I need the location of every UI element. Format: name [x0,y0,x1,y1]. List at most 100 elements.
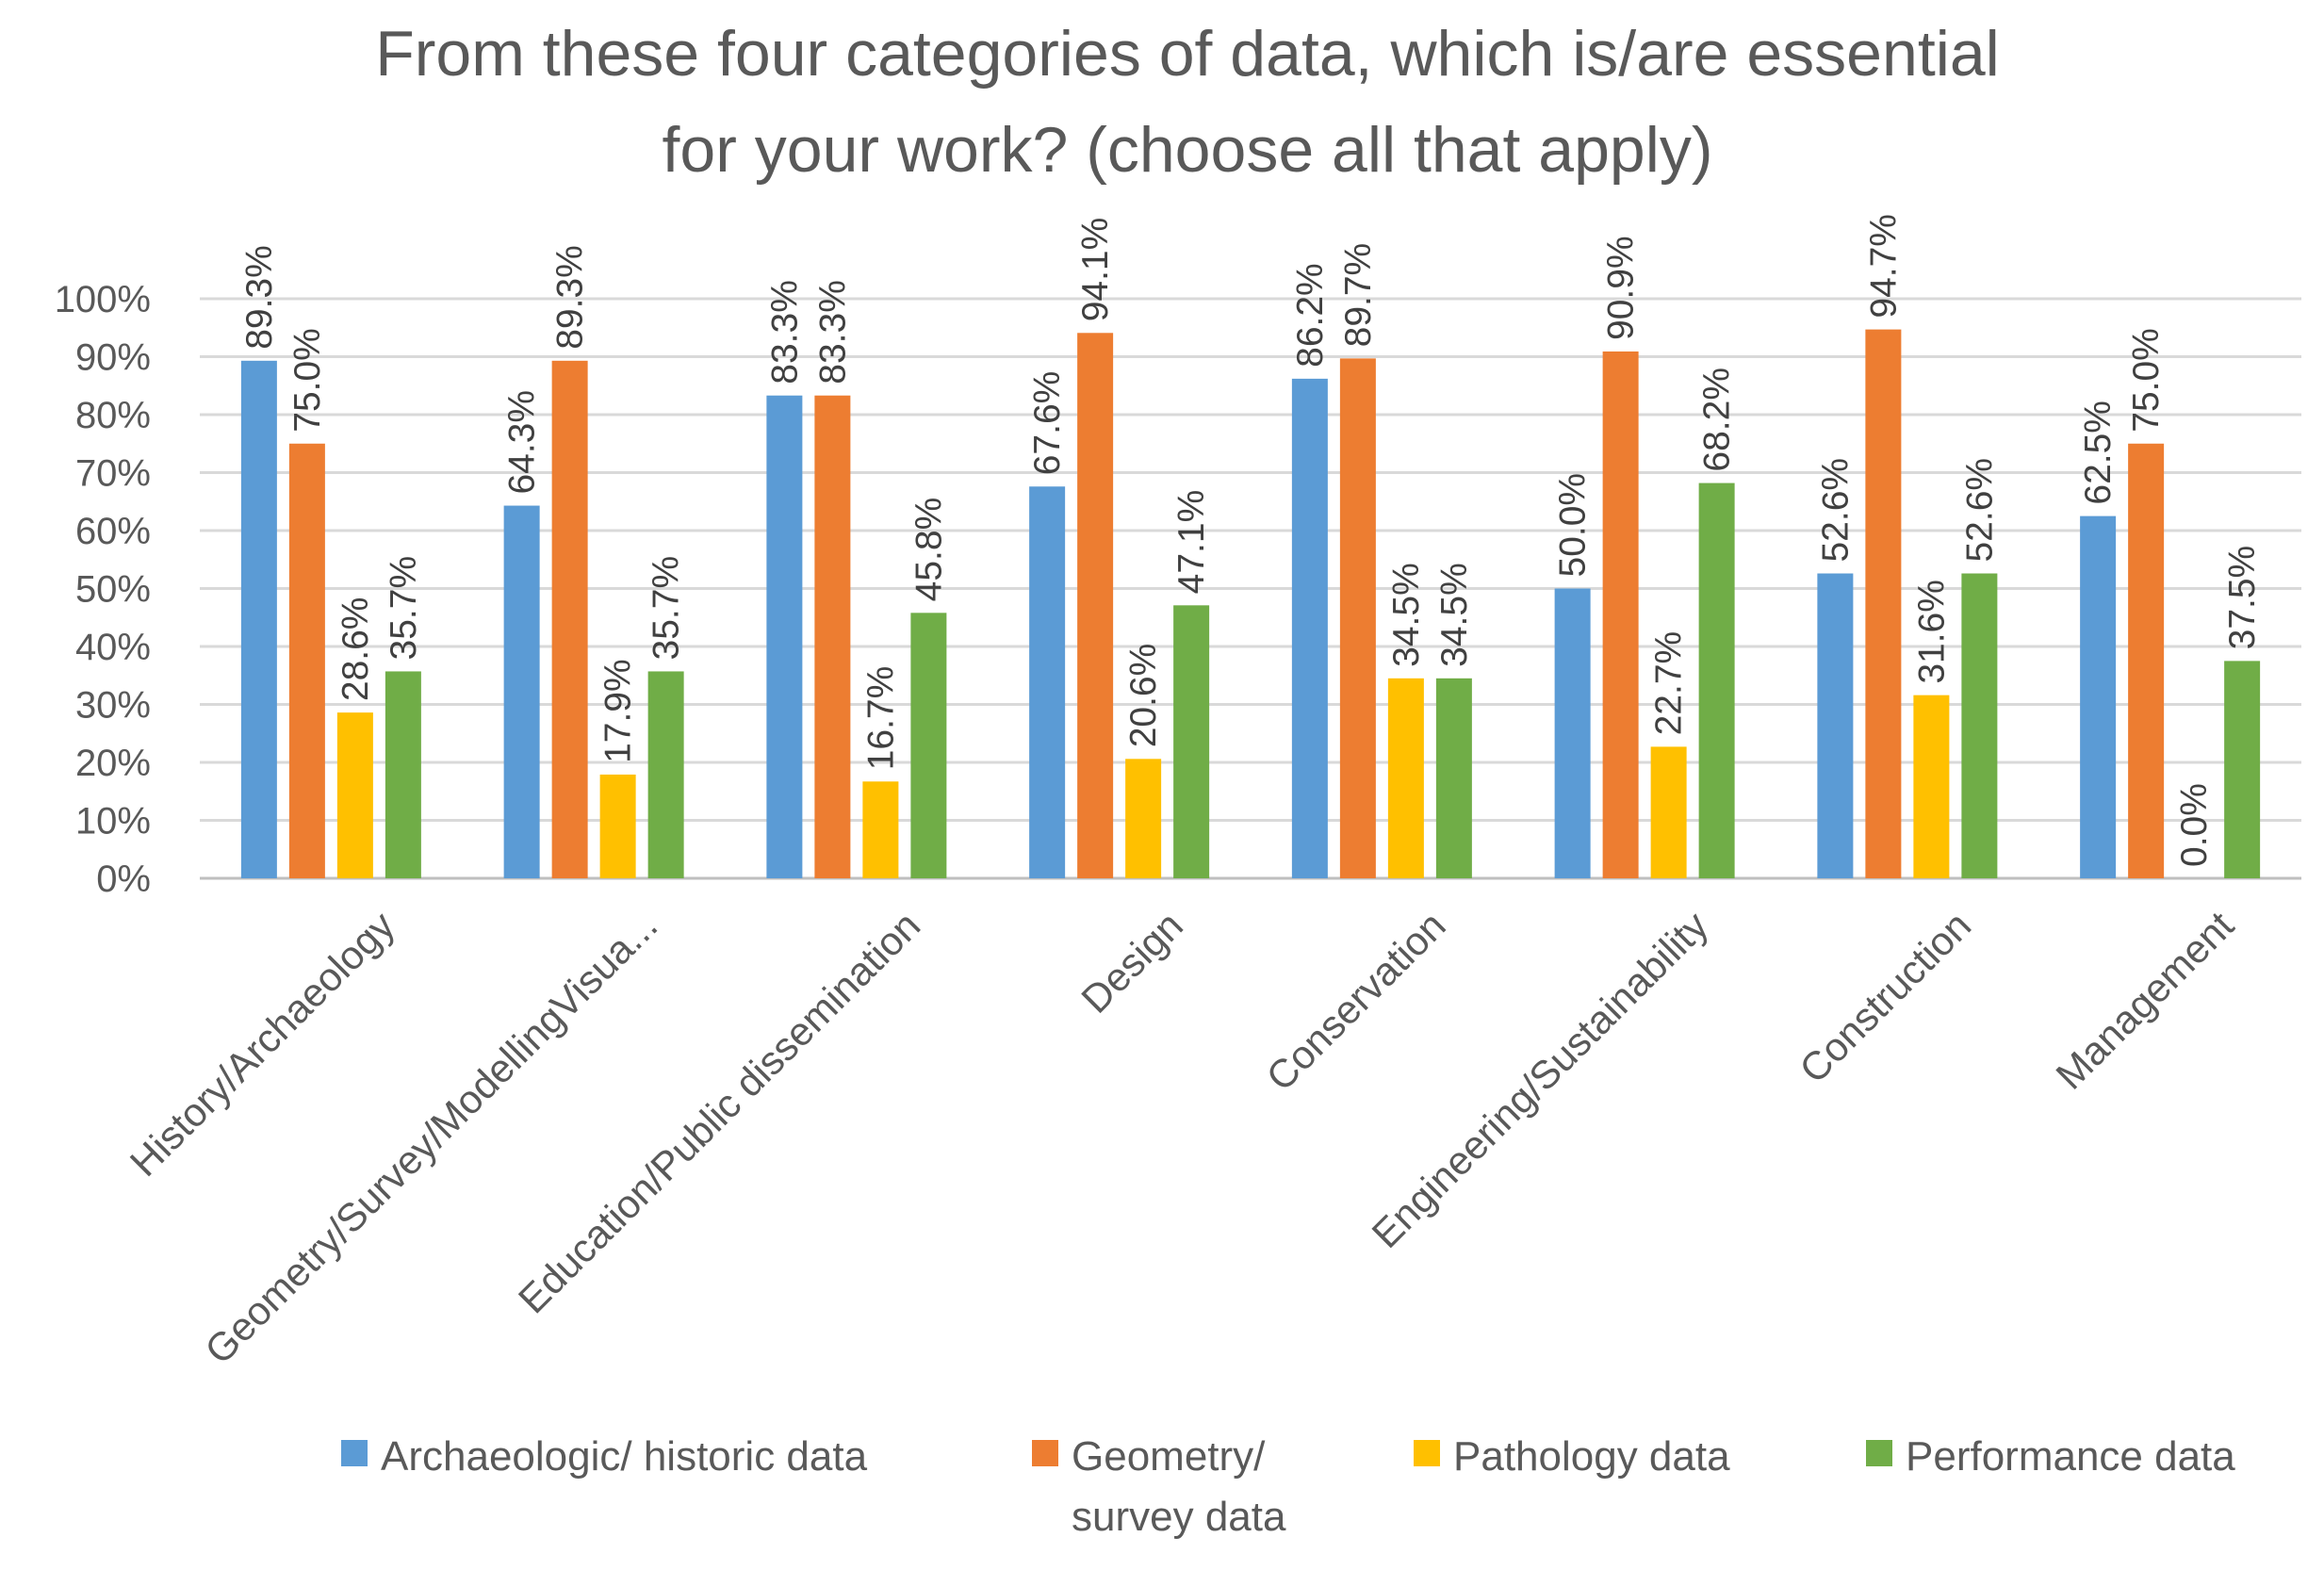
data-label: 94.7% [1863,214,1904,319]
data-label: 35.7% [384,556,424,661]
data-label: 52.6% [1959,458,2000,563]
data-label: 90.9% [1601,236,1642,340]
y-tick-label: 80% [75,395,151,436]
y-tick-label: 0% [96,859,151,900]
bar-geometry-survey-data-construction [1865,329,1902,879]
data-label: 22.7% [1649,631,1690,736]
chart-title-line-2: for your work? (choose all that apply) [663,114,1713,186]
data-label: 68.2% [1697,368,1738,472]
data-labels: 89.3%75.0%28.6% 35.7%64.3%89.3%17.9%35.7%… [239,214,2263,867]
data-label: 0.0% [2174,783,2215,867]
bar-performance-data-education-public-dissemination [910,613,947,878]
bar-archaeologic-historic-data-conservation [1291,378,1328,878]
chart-title: From these four categories of data, whic… [375,18,2000,186]
data-label: 31.6% [1911,580,1952,684]
data-label: 28.6% [336,597,376,702]
data-label: 45.8% [908,498,949,602]
y-tick-label: 60% [75,511,151,552]
bar-archaeologic-historic-data-engineering-sustainability [1554,588,1591,878]
bar-archaeologic-historic-data-construction [1817,573,1854,878]
bar-geometry-survey-data-history-archaeology [288,443,325,878]
x-axis-categories: History/ArchaeologyGeometry/Survey/Model… [122,903,2242,1372]
legend-item-performance-data[interactable]: Performance data [1866,1433,2235,1480]
legend[interactable]: Archaeologic/ historic data Geometry/surv… [341,1433,2235,1540]
y-tick-label: 100% [55,279,151,320]
bar-performance-data-history-archaeology [385,671,421,878]
data-label: 20.6% [1123,644,1164,748]
legend-swatch [341,1440,368,1466]
bar-archaeologic-historic-data-history-archaeology [240,360,277,878]
bar-archaeologic-historic-data-education-public-dissemination [766,395,803,879]
gridlines [200,297,2301,880]
legend-item-geometry-survey-data[interactable]: Geometry/survey data [1032,1433,1286,1540]
data-label: 47.1% [1171,490,1212,595]
y-tick-label: 70% [75,453,151,495]
data-label: 86.2% [1290,263,1331,368]
x-category-label: Geometry/Survey/ModellingVisua... [196,903,665,1372]
data-label: 67.6% [1027,371,1068,476]
bar-pathology-data-conservation [1387,678,1424,878]
data-label: 75.0% [287,328,328,433]
legend-label: Pathology data [1453,1433,1730,1480]
legend-label: Archaeologic/ historic data [381,1433,868,1480]
x-category-label: Design [1072,903,1191,1022]
y-tick-label: 20% [75,743,151,784]
data-label: 62.5% [2078,401,2119,505]
bar-pathology-data-geometry-survey-modellingvisua [599,774,636,878]
legend-swatch [1866,1440,1892,1466]
bar-pathology-data-construction [1913,695,1950,878]
legend-label: Performance data [1906,1433,2235,1480]
legend-swatch [1032,1440,1058,1466]
y-tick-label: 90% [75,337,151,379]
bar-performance-data-conservation [1435,678,1472,878]
bar-geometry-survey-data-geometry-survey-modellingvisua [551,360,588,878]
data-label: 52.6% [1815,458,1856,563]
data-label: 17.9% [598,659,639,763]
bar-geometry-survey-data-education-public-dissemination [814,395,851,879]
bar-pathology-data-engineering-sustainability [1650,746,1687,878]
bar-performance-data-engineering-sustainability [1698,482,1735,878]
legend-swatch [1414,1440,1440,1466]
bar-geometry-survey-data-design [1077,333,1114,878]
legend-label: survey data [1072,1494,1286,1540]
data-label: 34.5% [1386,563,1427,667]
y-tick-label: 30% [75,685,151,727]
bar-performance-data-geometry-survey-modellingvisua [647,671,684,878]
data-label: 34.5% [1434,563,1475,667]
data-label: 75.0% [2126,328,2167,433]
y-axis-ticks: 0% 10% 20% 30% 40% 50% 60% 70% 80% 90% 100% [55,279,151,900]
bar-performance-data-construction [1961,573,1998,878]
data-label: 94.1% [1075,218,1116,322]
bar-performance-data-design [1173,605,1210,878]
x-category-label: History/Archaeology [122,903,403,1185]
legend-label: Geometry/ [1072,1433,1266,1480]
x-category-label: Construction [1791,903,1979,1091]
data-label: 89.3% [550,245,591,350]
data-label: 50.0% [1553,473,1594,578]
data-label: 16.7% [860,666,901,771]
x-category-label: Conservation [1258,903,1454,1099]
x-category-label: Management [2047,903,2242,1098]
legend-item-archaeologic-historic-data[interactable]: Archaeologic/ historic data [341,1433,868,1480]
data-label: 89.7% [1338,243,1379,348]
data-label: 37.5% [2222,546,2263,650]
y-tick-label: 50% [75,569,151,611]
y-tick-label: 40% [75,627,151,668]
bar-pathology-data-design [1125,759,1162,878]
bar-archaeologic-historic-data-design [1029,486,1066,878]
bars [240,329,2261,879]
y-tick-label: 10% [75,801,151,842]
chart-title-line-1: From these four categories of data, whic… [375,18,2000,90]
data-label: 35.7% [646,556,687,661]
bar-archaeologic-historic-data-geometry-survey-modellingvisua [503,505,540,878]
bar-geometry-survey-data-conservation [1339,358,1376,879]
legend-item-pathology-data[interactable]: Pathology data [1414,1433,1730,1480]
data-label: 89.3% [239,245,280,350]
bar-geometry-survey-data-management [2128,443,2165,878]
bar-archaeologic-historic-data-management [2080,515,2117,878]
data-label: 64.3% [502,390,543,495]
bar-pathology-data-history-archaeology [336,712,373,878]
data-label: 83.3% [764,280,805,384]
